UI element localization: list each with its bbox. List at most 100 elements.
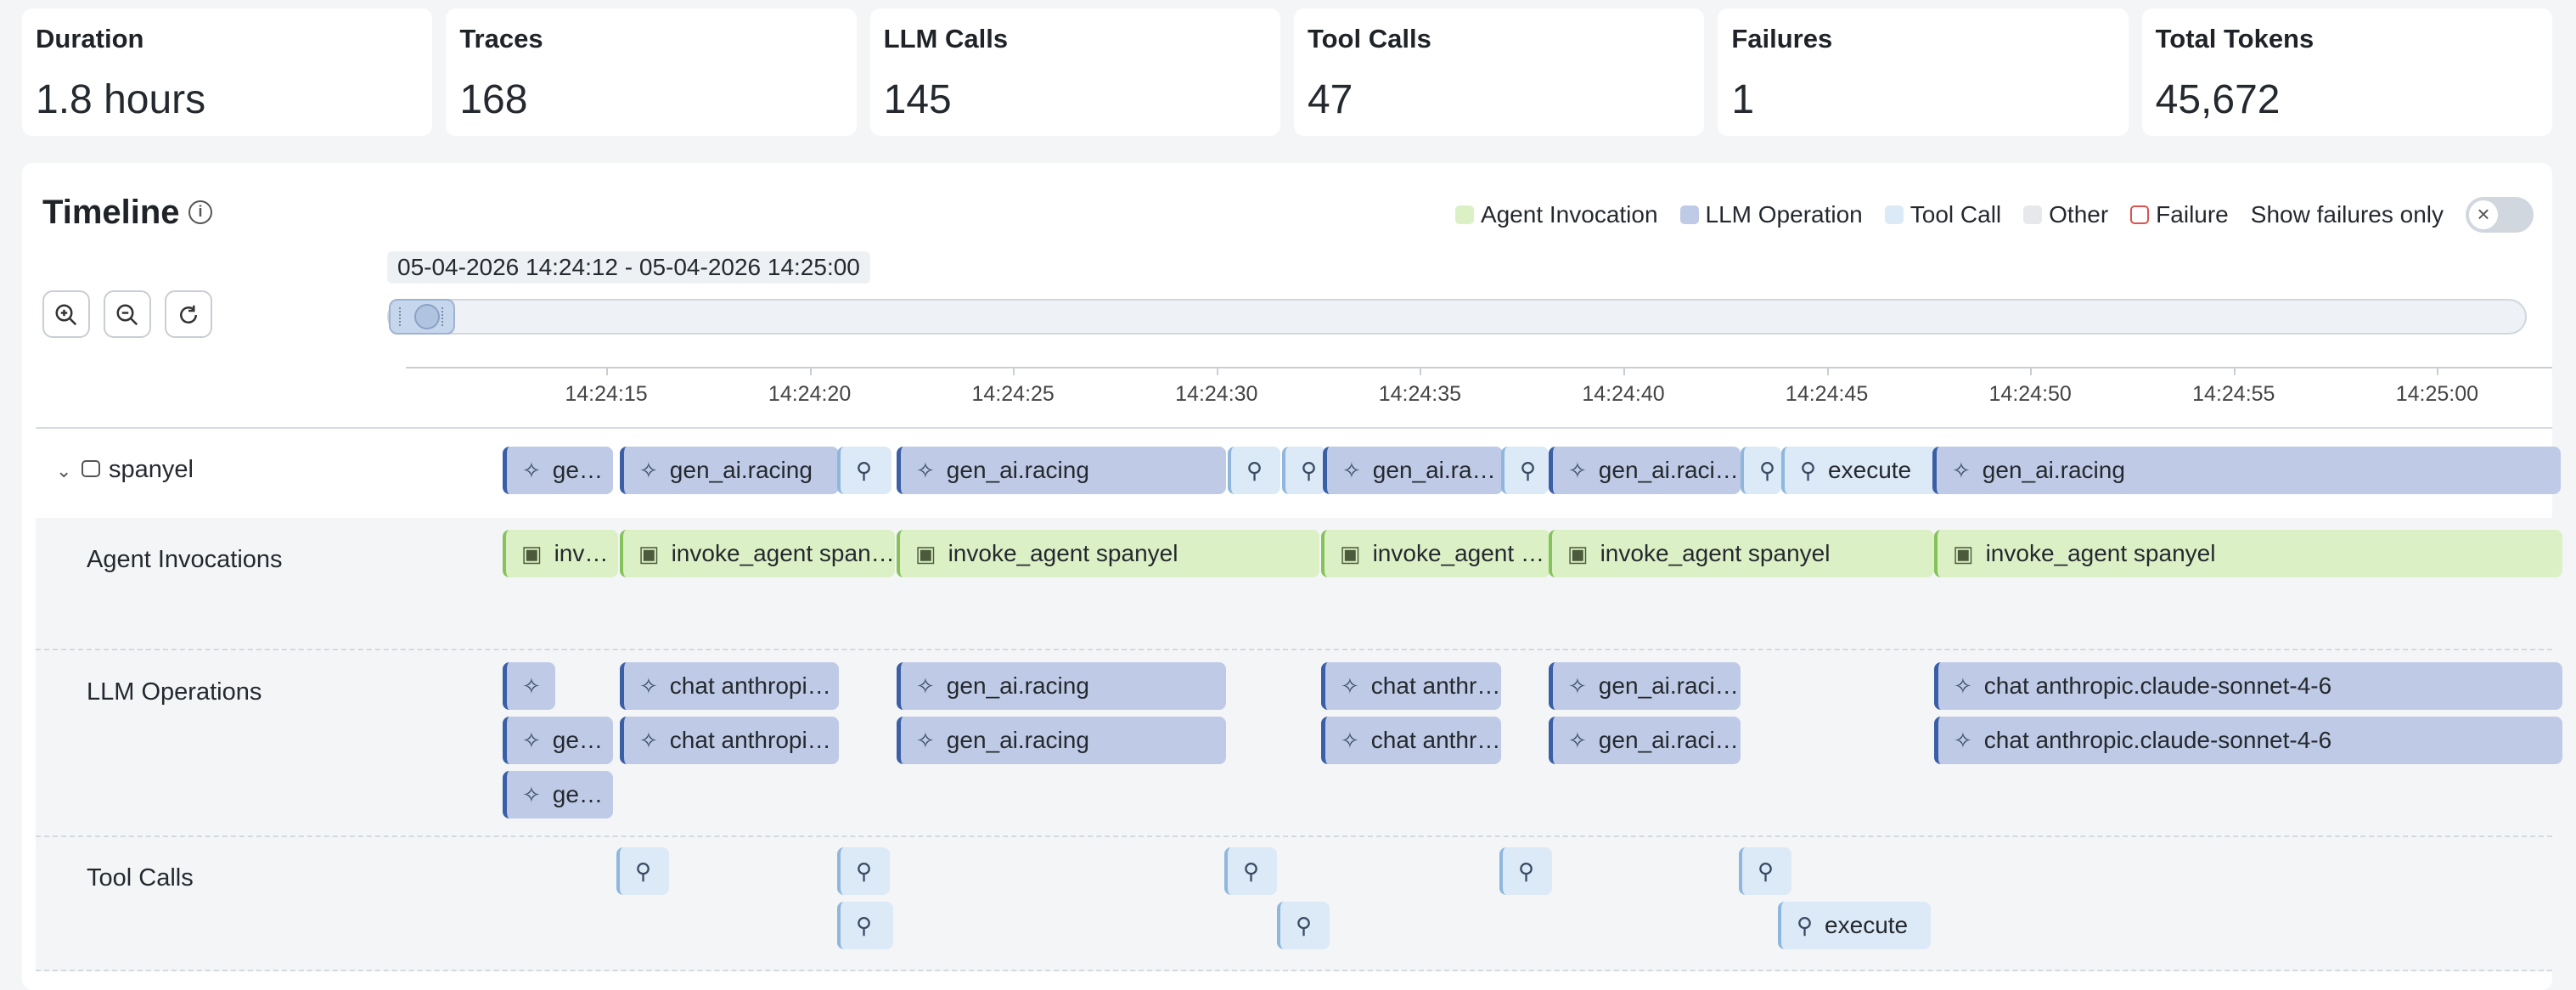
- reset-zoom-button[interactable]: [165, 290, 212, 338]
- llm-span-bar[interactable]: ✧ chat anthropic.claude-sonnet-4-6: [1321, 717, 1501, 764]
- llm-span-bar[interactable]: ✧ gen_ai.racing: [897, 447, 1226, 494]
- llm-span-bar[interactable]: ✧: [503, 662, 555, 710]
- llm-span-bar[interactable]: ✧ chat anthropic.claude-sonnet-4-6: [1321, 662, 1501, 710]
- tool-span-bar[interactable]: ⚲: [1739, 847, 1791, 895]
- zoom-in-button[interactable]: [42, 290, 90, 338]
- agent-span-bar[interactable]: ▣ invoke_agent spanyel: [503, 530, 618, 577]
- robot-icon: ▣: [1340, 541, 1361, 566]
- llm-span-bar[interactable]: ✧ gen_ai.racing: [897, 662, 1226, 710]
- tool-span-bar[interactable]: ⚲: [1224, 847, 1277, 895]
- wrench-icon: ⚲: [1797, 913, 1814, 938]
- llm-span-bar[interactable]: ✧ gen_ai.racing: [1549, 717, 1741, 764]
- stat-value: 1.8 hours: [36, 77, 206, 122]
- span-label: gen_ai.racing: [669, 457, 813, 483]
- span-label: invoke_agent spanyel: [1600, 540, 1831, 566]
- wrench-icon: ⚲: [1243, 858, 1260, 884]
- span-label: invoke_agent spanyel: [1372, 540, 1550, 566]
- span-label: gen_ai.racing: [1598, 457, 1741, 483]
- show-failures-toggle[interactable]: ×: [2466, 197, 2534, 233]
- axis-tick: [606, 367, 608, 375]
- agent-span-bar[interactable]: ▣ invoke_agent spanyel: [1549, 530, 1934, 577]
- chevron-down-icon[interactable]: ⌄: [56, 460, 72, 481]
- llm-span-bar[interactable]: ✧ gen_ai.racing: [1932, 447, 2561, 494]
- tool-span-bar[interactable]: ⚲: [1282, 447, 1326, 494]
- tool-span-bar[interactable]: ⚲ execute: [1778, 902, 1931, 949]
- sparkle-icon: ✧: [916, 458, 935, 483]
- wrench-icon: ⚲: [856, 858, 873, 884]
- agent-span-bar[interactable]: ▣ invoke_agent spanyel: [1934, 530, 2562, 577]
- sparkle-icon: ✧: [639, 458, 658, 483]
- tool-span-bar[interactable]: ⚲: [1501, 447, 1549, 494]
- span-label: chat anthropic.claude-sonnet-4-6: [1983, 672, 2332, 699]
- llm-swatch: [1679, 205, 1699, 224]
- axis-tick-label: 14:24:55: [2192, 382, 2275, 406]
- sparkle-icon: ✧: [916, 673, 935, 699]
- sparkle-icon: ✧: [1341, 673, 1359, 699]
- tool-span-bar[interactable]: ⚲: [1277, 902, 1330, 949]
- tool-swatch: [1884, 205, 1904, 224]
- llm-span-bar[interactable]: ✧ gen_ai.racing: [503, 771, 613, 818]
- slider-handle[interactable]: [414, 304, 440, 329]
- robot-icon: ▣: [521, 541, 543, 566]
- llm-span-bar[interactable]: ✧ gen_ai.racing: [1549, 447, 1741, 494]
- axis-tick: [1826, 367, 1829, 375]
- robot-icon: ▣: [638, 541, 660, 566]
- info-icon[interactable]: i: [188, 200, 212, 224]
- llm-span-bar[interactable]: ✧ chat anthropic.claude-sonnet-4-6: [620, 717, 839, 764]
- llm-span-bar[interactable]: ✧ gen_ai.racing: [503, 717, 613, 764]
- tool-span-bar[interactable]: ⚲ execute: [1781, 447, 1943, 494]
- axis-tick-label: 14:24:35: [1378, 382, 1462, 406]
- span-label: gen_ai.racing: [1372, 457, 1503, 483]
- axis-tick: [1420, 367, 1422, 375]
- span-label: gen_ai.racing: [1598, 727, 1741, 753]
- llm-span-bar[interactable]: ✧ chat anthropic.claude-sonnet-4-6: [620, 662, 839, 710]
- stat-value: 1: [1731, 77, 1755, 122]
- tool-span-bar[interactable]: ⚲: [1499, 847, 1552, 895]
- axis-tick: [1013, 367, 1015, 375]
- tool-span-bar[interactable]: ⚲: [1228, 447, 1280, 494]
- sparkle-icon: ✧: [522, 782, 541, 807]
- llm-span-bar[interactable]: ✧ gen_ai.racing: [1323, 447, 1503, 494]
- tool-span-bar[interactable]: ⚲: [837, 847, 890, 895]
- llm-span-bar[interactable]: ✧ gen_ai.racing: [1549, 662, 1741, 710]
- stat-card-llm-calls: LLM Calls 145: [869, 8, 1280, 136]
- agent-span-bar[interactable]: ▣ invoke_agent spanyel: [620, 530, 895, 577]
- zoom-out-button[interactable]: [104, 290, 151, 338]
- time-range-slider[interactable]: [387, 299, 2527, 335]
- toggle-label: Show failures only: [2250, 201, 2444, 228]
- sparkle-icon: ✧: [1568, 673, 1587, 699]
- llm-span-bar[interactable]: ✧ gen_ai.racing: [503, 447, 613, 494]
- wrench-icon: ⚲: [1800, 458, 1817, 483]
- llm-span-bar[interactable]: ✧ gen_ai.racing: [620, 447, 839, 494]
- robot-icon: ▣: [1567, 541, 1589, 566]
- llm-span-bar[interactable]: ✧ chat anthropic.claude-sonnet-4-6: [1934, 662, 2562, 710]
- wrench-icon: ⚲: [1758, 858, 1775, 884]
- legend-item-failure: Failure: [2130, 201, 2229, 228]
- tool-span-bar[interactable]: ⚲: [616, 847, 669, 895]
- stat-card-traces: Traces 168: [446, 8, 857, 136]
- wrench-icon: ⚲: [856, 458, 873, 483]
- llm-span-bar[interactable]: ✧ gen_ai.racing: [897, 717, 1226, 764]
- sparkle-icon: ✧: [1568, 728, 1587, 753]
- row-label-root[interactable]: ⌄ spanyel: [56, 456, 194, 484]
- axis-tick-label: 14:25:00: [2395, 382, 2479, 406]
- sparkle-icon: ✧: [1341, 728, 1359, 753]
- agent-span-bar[interactable]: ▣ invoke_agent spanyel: [897, 530, 1319, 577]
- agent-span-bar[interactable]: ▣ invoke_agent spanyel: [1321, 530, 1550, 577]
- sparkle-icon: ✧: [1568, 458, 1587, 483]
- axis-tick-label: 14:24:15: [565, 382, 648, 406]
- zoom-out-icon: [116, 304, 138, 326]
- legend-item-other: Other: [2023, 201, 2108, 228]
- stat-card-total-tokens: Total Tokens 45,672: [2141, 8, 2552, 136]
- tool-span-bar[interactable]: ⚲: [837, 902, 893, 949]
- row-label-agent-invocations: Agent Invocations: [87, 546, 283, 573]
- axis-tick-label: 14:24:45: [1785, 382, 1869, 406]
- tool-span-bar[interactable]: ⚲: [837, 447, 891, 494]
- stat-label: Tool Calls: [1307, 24, 1431, 53]
- legend-label: LLM Operation: [1705, 201, 1863, 228]
- llm-span-bar[interactable]: ✧ chat anthropic.claude-sonnet-4-6: [1934, 717, 2562, 764]
- span-label: gen_ai.racing: [552, 457, 613, 483]
- tool-span-bar[interactable]: ⚲: [1741, 447, 1781, 494]
- span-label: gen_ai.racing: [1598, 672, 1741, 699]
- span-label: invoke_agent spanyel: [554, 540, 618, 566]
